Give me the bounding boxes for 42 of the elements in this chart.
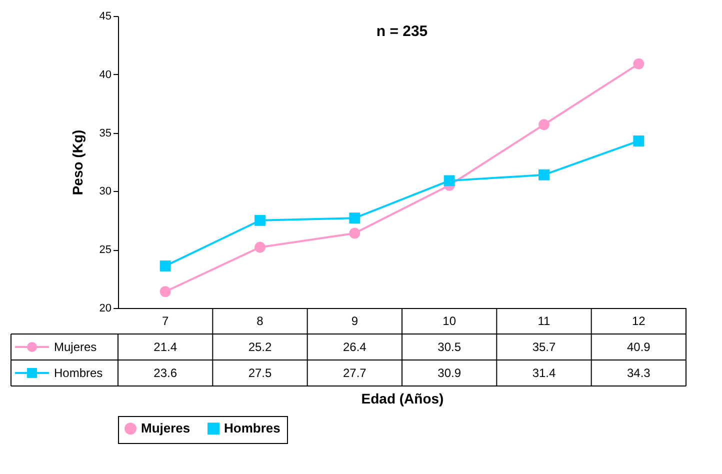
data-label: 27.7 bbox=[342, 366, 367, 380]
point bbox=[349, 212, 360, 224]
x-tick-label: 9 bbox=[351, 314, 358, 328]
data-label: 30.5 bbox=[438, 340, 462, 354]
data-label: 30.9 bbox=[438, 366, 462, 380]
data-label: 40.9 bbox=[626, 340, 651, 354]
x-tick-label: 11 bbox=[538, 314, 551, 328]
text: Mujeres bbox=[141, 420, 190, 436]
y-tick-label: 25 bbox=[99, 244, 112, 256]
data-label: 21.4 bbox=[154, 340, 178, 354]
point bbox=[160, 286, 171, 298]
data-label: 23.6 bbox=[154, 366, 178, 380]
x-tick-label: 12 bbox=[632, 314, 646, 328]
x-axis-title: Edad (Años) bbox=[361, 390, 444, 406]
y-tick-label: 45 bbox=[99, 10, 112, 22]
y-tick-label: 30 bbox=[99, 186, 112, 198]
x-tick-label: 10 bbox=[442, 314, 456, 328]
text: Hombres bbox=[224, 420, 280, 436]
legend-label: Mujeres bbox=[54, 340, 97, 354]
y-axis-title: Peso (Kg) bbox=[69, 130, 86, 196]
point bbox=[538, 119, 550, 130]
x-tick-label: 7 bbox=[162, 314, 169, 328]
y-tick-label: 20 bbox=[99, 302, 112, 314]
point bbox=[633, 58, 644, 70]
data-label: 34.3 bbox=[626, 366, 651, 380]
legend-label: Hombres bbox=[54, 366, 103, 380]
point bbox=[538, 169, 550, 180]
y-tick-label: 35 bbox=[99, 127, 112, 140]
data-label: 27.5 bbox=[248, 366, 272, 380]
point bbox=[254, 214, 266, 226]
point bbox=[254, 242, 266, 253]
data-label: 31.4 bbox=[532, 366, 556, 380]
data-label: 26.4 bbox=[342, 340, 367, 354]
point bbox=[444, 175, 455, 186]
point bbox=[349, 228, 360, 239]
point bbox=[633, 136, 644, 146]
data-label: 35.7 bbox=[532, 340, 556, 354]
point bbox=[160, 260, 171, 272]
y-tick-label: 40 bbox=[99, 68, 112, 81]
x-tick-label: 8 bbox=[256, 314, 264, 328]
text: n = 235 bbox=[376, 23, 428, 40]
data-label: 25.2 bbox=[248, 340, 272, 354]
